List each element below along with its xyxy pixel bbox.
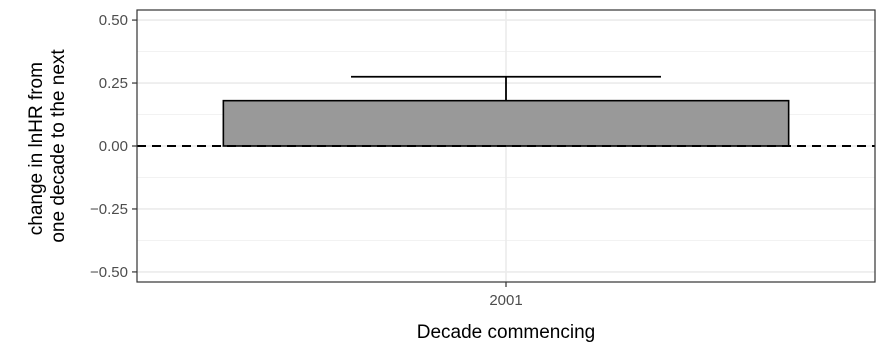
y-axis-title-line-2: one decade to the next xyxy=(48,49,69,243)
x-tick-label: 2001 xyxy=(489,292,522,309)
y-tick-label: 0.00 xyxy=(99,138,128,155)
bars xyxy=(222,99,790,147)
bar xyxy=(222,99,790,147)
ticks: 0.50 0.25 0.00 −0.25 −0.50 2001 xyxy=(90,12,523,309)
y-tick-label: −0.50 xyxy=(90,264,128,281)
y-tick-label: −0.25 xyxy=(90,201,128,218)
y-axis-title-line-1: change in lnHR from xyxy=(26,62,47,235)
x-axis-title: Decade commencing xyxy=(417,322,595,343)
y-tick-label: 0.50 xyxy=(99,12,128,29)
y-tick-label: 0.25 xyxy=(99,75,128,92)
y-axis-title: change in lnHR from one decade to the ne… xyxy=(26,49,69,243)
error-bars xyxy=(351,75,661,101)
